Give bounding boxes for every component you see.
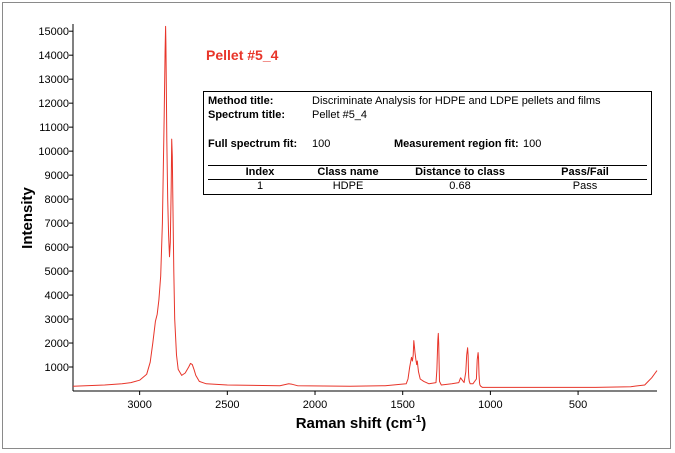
y-tick-label: 5000 xyxy=(45,266,69,278)
y-tick-label: 6000 xyxy=(45,242,69,254)
x-axis-label-close: ) xyxy=(421,415,426,432)
y-tick-label: 2000 xyxy=(45,338,69,350)
y-tick-label: 7000 xyxy=(45,218,69,230)
spectrum-title-value: Pellet #5_4 xyxy=(312,109,368,121)
column-header-class-name: Class name xyxy=(317,166,379,178)
analysis-report-box: Method title: Discriminate Analysis for … xyxy=(203,91,652,195)
y-tick-label: 12000 xyxy=(38,98,69,110)
table-cell-pass-fail: Pass xyxy=(572,180,598,192)
x-tick-label: 3000 xyxy=(127,399,151,411)
method-title-value: Discriminate Analysis for HDPE and LDPE … xyxy=(312,95,601,107)
spectrum-title-label: Spectrum title: xyxy=(208,109,286,121)
y-tick-label: 1000 xyxy=(45,362,69,374)
y-tick-label: 14000 xyxy=(38,50,69,62)
table-cell-index: 1 xyxy=(256,180,264,192)
plot-frame xyxy=(2,2,671,449)
column-header-pass-fail: Pass/Fail xyxy=(561,166,609,178)
x-axis-label: Raman shift (cm-1) xyxy=(296,414,427,432)
table-top-rule xyxy=(208,165,647,166)
full-spectrum-fit-value: 100 xyxy=(312,138,331,150)
table-header-rule xyxy=(208,179,647,180)
y-tick-label: 9000 xyxy=(45,170,69,182)
method-title-label: Method title: xyxy=(208,95,274,107)
y-tick-label: 4000 xyxy=(45,290,69,302)
y-axis-label: Intensity xyxy=(19,187,36,249)
x-axis-label-main: Raman shift (cm xyxy=(296,415,413,432)
chart-title: Pellet #5_4 xyxy=(206,47,279,63)
full-spectrum-fit-label: Full spectrum fit: xyxy=(208,138,298,150)
y-tick-label: 13000 xyxy=(38,74,69,86)
table-cell-class-name: HDPE xyxy=(332,180,364,192)
table-cell-distance: 0.68 xyxy=(449,180,471,192)
y-tick-label: 10000 xyxy=(38,146,69,158)
y-tick-label: 11000 xyxy=(39,122,69,134)
column-header-distance: Distance to class xyxy=(415,166,505,178)
measurement-region-fit-value: 100 xyxy=(523,138,542,150)
x-tick-label: 1000 xyxy=(478,399,502,411)
spectrum-series-line xyxy=(72,25,658,388)
column-header-index: Index xyxy=(245,166,275,178)
x-tick-label: 2000 xyxy=(303,399,327,411)
x-tick-label: 1500 xyxy=(390,399,414,411)
y-tick-label: 8000 xyxy=(45,194,69,206)
x-tick-label: 500 xyxy=(569,399,587,411)
x-tick-label: 2500 xyxy=(215,399,239,411)
measurement-region-fit-label: Measurement region fit: xyxy=(394,138,519,150)
x-axis-label-sup: -1 xyxy=(412,414,421,425)
y-tick-label: 15000 xyxy=(38,26,69,38)
y-tick-label: 3000 xyxy=(45,314,69,326)
